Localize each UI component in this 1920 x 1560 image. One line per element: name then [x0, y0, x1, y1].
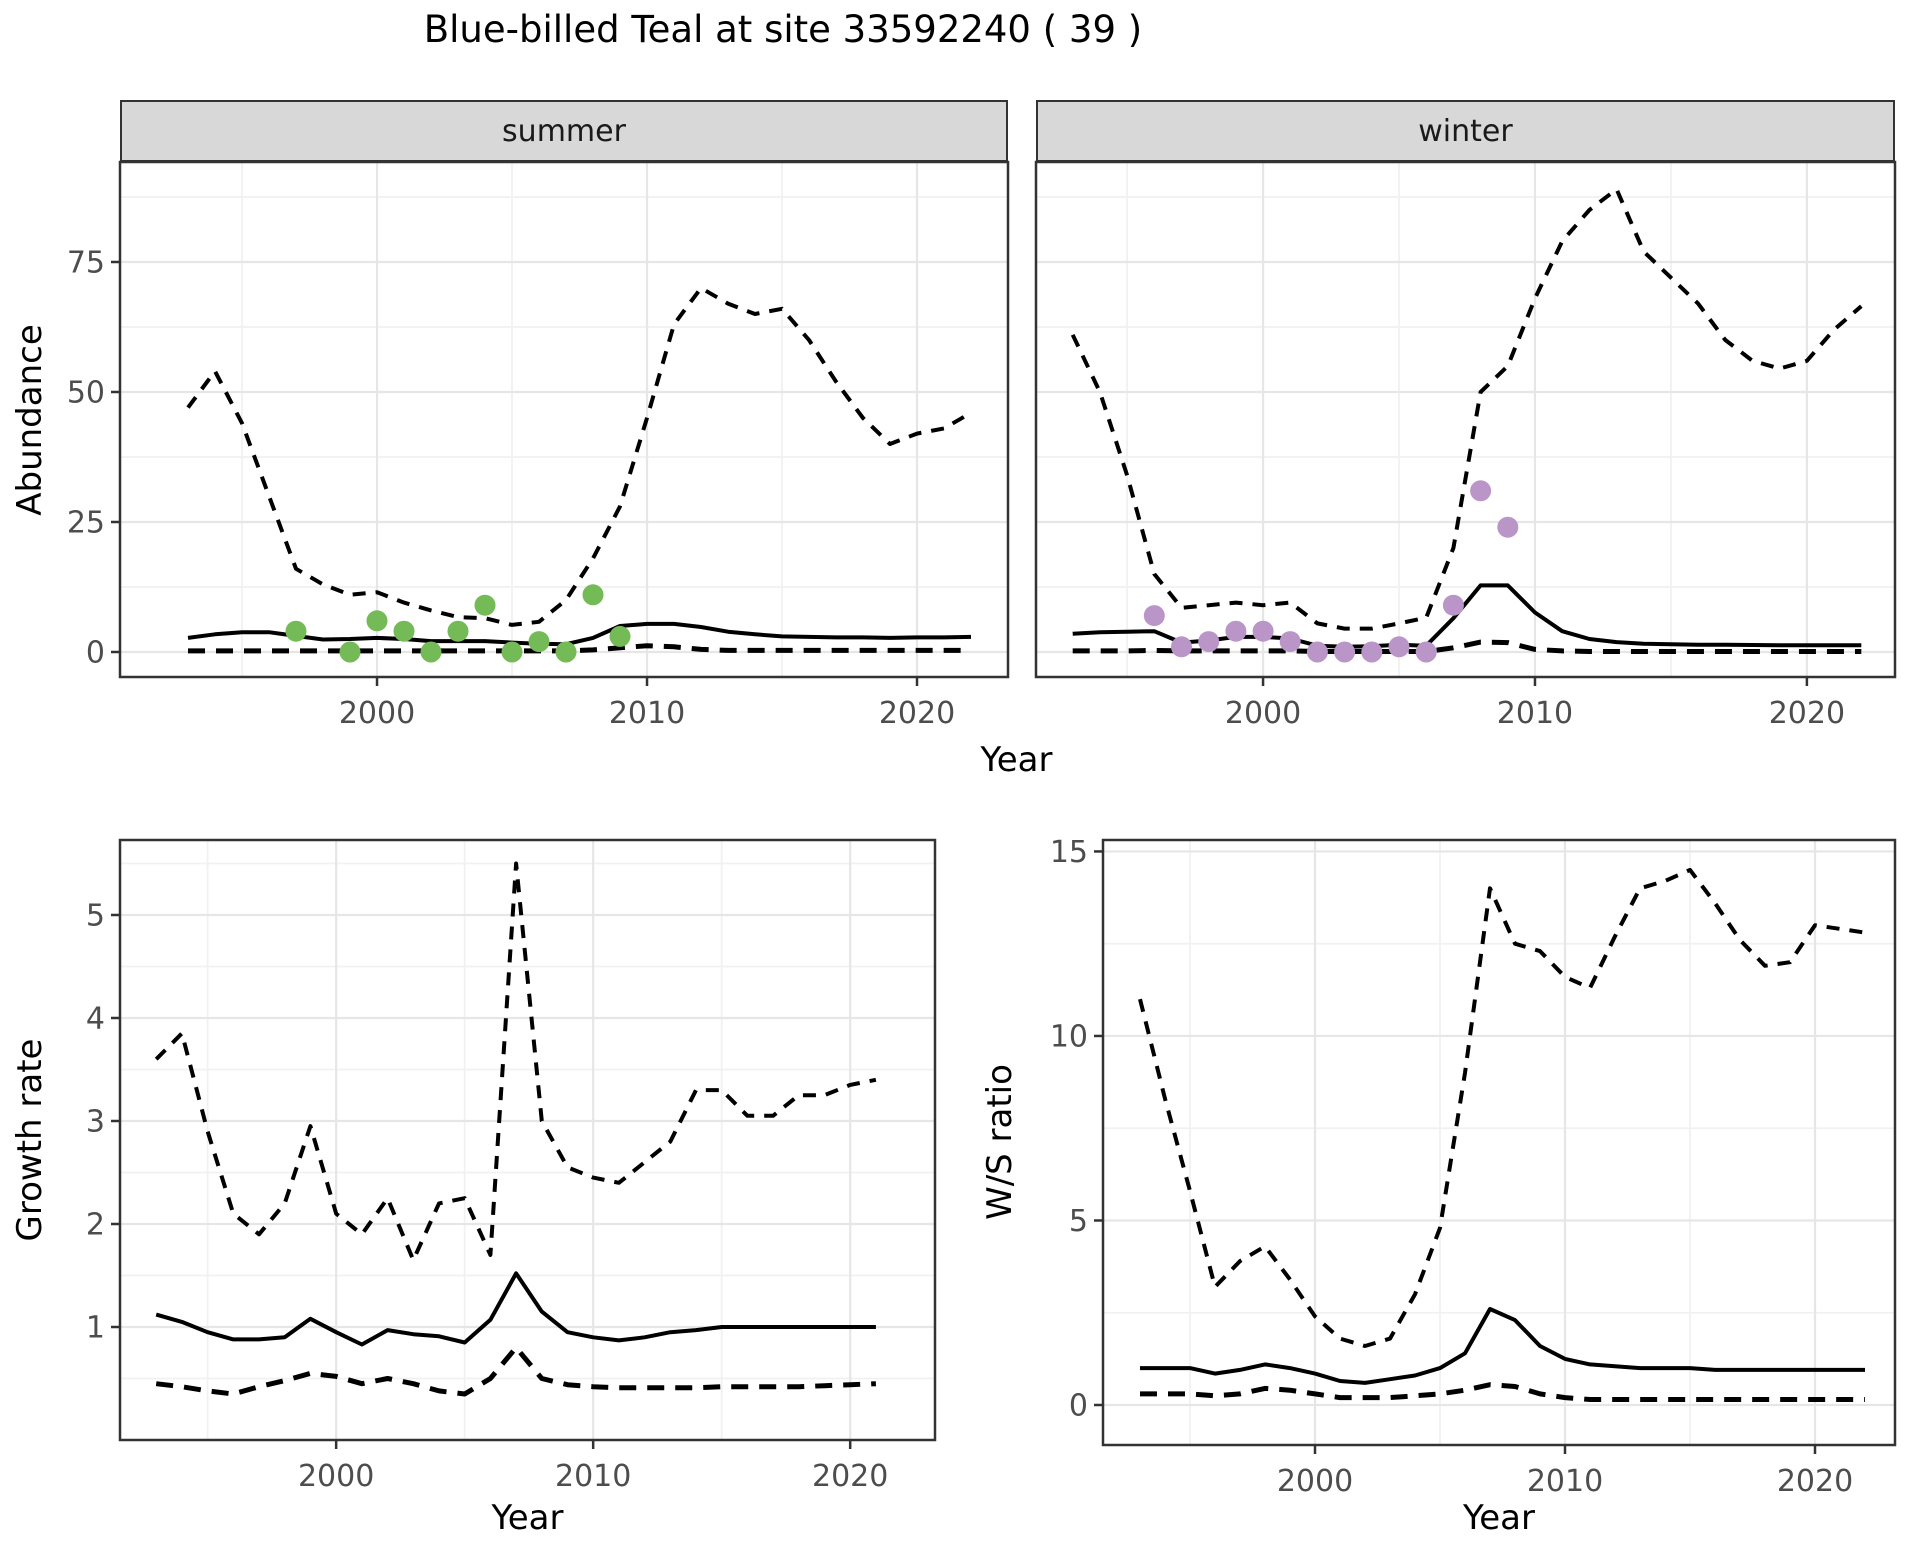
data-point — [528, 631, 550, 653]
y-tick-label: 10 — [1050, 1019, 1088, 1054]
y-tick-label: 15 — [1050, 835, 1088, 870]
y-axis-title-growth-rate: Growth rate — [10, 1038, 50, 1242]
x-tick-label: 2020 — [1769, 696, 1845, 731]
x-tick-label: 2020 — [1777, 1464, 1853, 1499]
data-point — [1171, 636, 1192, 658]
data-point — [1442, 594, 1464, 616]
winter-abundance-plot: 2000 2010 2020 — [1034, 160, 1897, 731]
y-tick-label: 4 — [86, 1001, 105, 1036]
x-axis-title-year-top: Year — [980, 740, 1053, 780]
data-point — [1415, 641, 1437, 663]
y-tick-label: 0 — [86, 635, 105, 670]
data-point — [474, 594, 496, 616]
y-tick-label: 0 — [1069, 1388, 1088, 1423]
panel-border — [118, 838, 937, 1442]
data-point — [1279, 631, 1301, 653]
y-tick-label: 2 — [86, 1208, 105, 1243]
data-point — [339, 641, 361, 663]
data-point — [501, 641, 523, 663]
data-point — [1497, 516, 1519, 538]
ws-ratio-upper_ci — [1138, 867, 1866, 1348]
panel-border — [118, 160, 1010, 679]
y-tick-label: 3 — [86, 1104, 105, 1139]
major-gridlines — [120, 162, 1008, 677]
y-axis-title-abundance: Abundance — [10, 324, 50, 516]
panel-border — [1101, 838, 1897, 1447]
growth-rate-lower_ci — [155, 1345, 876, 1397]
x-axis-title-year-growth: Year — [491, 1498, 564, 1538]
minor-gridlines — [1036, 162, 1895, 677]
data-point — [1334, 641, 1356, 663]
summer-abundance-observed_counts — [285, 584, 631, 663]
data-point — [582, 584, 604, 606]
winter-abundance-lower_ci — [1072, 639, 1862, 654]
panel-border — [1034, 160, 1897, 679]
facet-strip-winter-label: winter — [1418, 113, 1513, 149]
data-point — [1143, 605, 1165, 627]
winter-abundance-upper_ci — [1070, 187, 1863, 631]
data-point — [1388, 636, 1410, 658]
data-point — [1470, 480, 1492, 502]
data-point — [1252, 620, 1274, 642]
axis-ticks: 2000 2010 2020 1 2 3 4 5 — [86, 898, 888, 1494]
x-tick-label: 2000 — [1277, 1464, 1353, 1499]
y-tick-label: 75 — [67, 245, 105, 280]
axis-ticks: 2000 2010 2020 0 25 50 75 — [67, 245, 955, 731]
data-point — [555, 641, 577, 663]
y-tick-label: 50 — [67, 375, 105, 410]
axis-ticks: 2000 2010 2020 0 5 10 15 — [1050, 835, 1853, 1499]
summer-abundance-median — [187, 621, 972, 647]
ws-ratio-lower_ci — [1140, 1382, 1865, 1402]
winter-abundance-observed_counts — [1143, 480, 1519, 663]
growth-rate-upper_ci — [154, 861, 877, 1263]
y-tick-label: 5 — [86, 898, 105, 933]
page-title: Blue-billed Teal at site 33592240 ( 39 ) — [423, 8, 1143, 51]
y-tick-label: 1 — [86, 1311, 105, 1346]
x-tick-label: 2010 — [609, 696, 685, 731]
growth-rate-plot: 2000 2010 2020 1 2 3 4 5 — [86, 838, 937, 1494]
winter-abundance-median — [1072, 583, 1862, 649]
x-tick-label: 2020 — [879, 696, 955, 731]
data-point — [285, 620, 307, 642]
minor-gridlines — [1103, 840, 1895, 1445]
data-point — [1306, 641, 1328, 663]
y-axis-title-ws-ratio: W/S ratio — [980, 1064, 1020, 1220]
data-point — [393, 620, 415, 642]
x-tick-label: 2000 — [1225, 696, 1301, 731]
x-tick-label: 2000 — [298, 1459, 374, 1494]
x-tick-label: 2010 — [1527, 1464, 1603, 1499]
axis-ticks: 2000 2010 2020 — [1225, 677, 1845, 731]
major-gridlines — [1103, 840, 1895, 1445]
facet-strip-winter: winter — [1036, 100, 1895, 162]
facet-strip-summer-label: summer — [502, 113, 626, 149]
data-point — [447, 620, 469, 642]
data-point — [420, 641, 442, 663]
facet-strip-summer: summer — [120, 100, 1008, 162]
minor-gridlines — [120, 162, 1008, 677]
x-tick-label: 2000 — [339, 696, 415, 731]
x-tick-label: 2020 — [812, 1459, 888, 1494]
major-gridlines — [1036, 162, 1895, 677]
ws-ratio-plot: 2000 2010 2020 0 5 10 15 — [1050, 835, 1897, 1499]
data-point — [1225, 620, 1247, 642]
data-point — [1361, 641, 1383, 663]
x-axis-title-year-ws: Year — [1463, 1498, 1535, 1538]
major-gridlines — [120, 840, 935, 1440]
y-tick-label: 5 — [1069, 1204, 1088, 1239]
minor-gridlines — [120, 840, 935, 1440]
x-tick-label: 2010 — [1497, 696, 1573, 731]
summer-abundance-upper_ci — [186, 286, 973, 627]
summer-abundance-lower_ci — [188, 643, 971, 654]
x-tick-label: 2010 — [555, 1459, 631, 1494]
data-point — [1198, 631, 1220, 653]
data-point — [609, 625, 631, 647]
y-tick-label: 25 — [67, 505, 105, 540]
data-point — [366, 610, 388, 632]
ws-ratio-median — [1140, 1307, 1865, 1385]
growth-rate-median — [155, 1271, 876, 1347]
summer-abundance-plot: 2000 2010 2020 0 25 50 75 — [67, 160, 1010, 731]
